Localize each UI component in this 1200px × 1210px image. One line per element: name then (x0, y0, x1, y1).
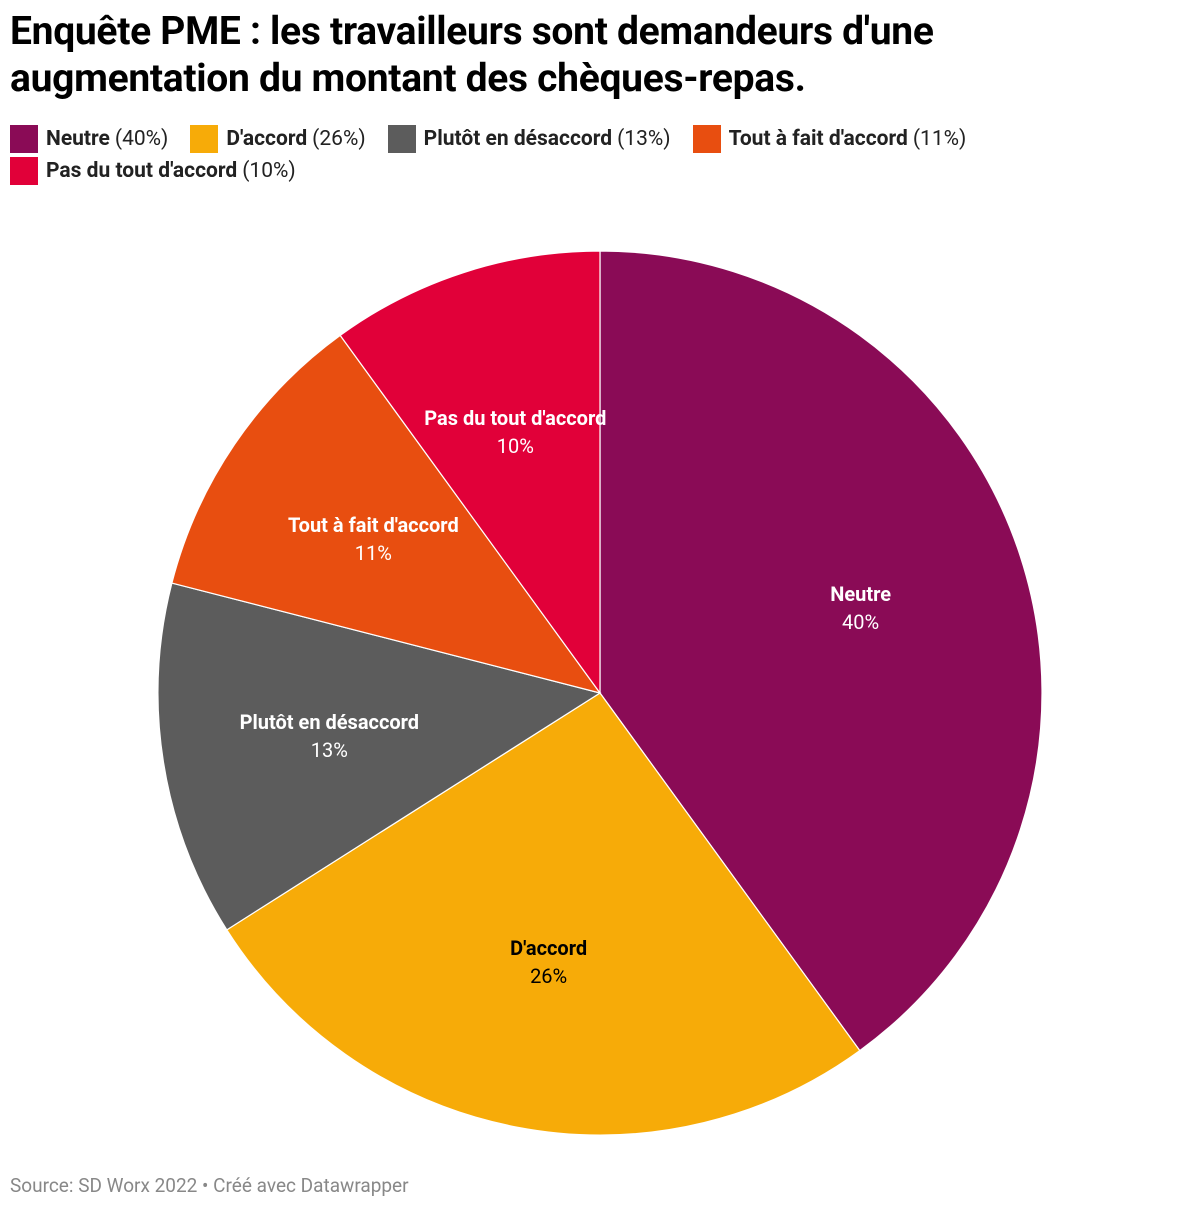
legend-label: Plutôt en désaccord (423, 127, 613, 151)
legend-item: Pas du tout d'accord (10%) (10, 157, 296, 185)
legend-value: (40%) (114, 127, 169, 151)
slice-label: Tout à fait d'accord 11% (288, 511, 459, 567)
pie-slice (157, 582, 602, 931)
legend: Neutre (40%) D'accord (26%) Plutôt en désacc… (10, 125, 1190, 185)
slice-category: D'accord (510, 936, 588, 961)
legend-value: (11%) (912, 127, 967, 151)
legend-label: Neutre (46, 127, 110, 151)
legend-swatch (387, 125, 416, 153)
legend-value: (26%) (312, 127, 366, 151)
slice-category: Plutôt en désaccord (239, 709, 420, 734)
slice-value: 26% (530, 964, 568, 989)
slice-category: Pas du tout d'accord (424, 406, 607, 431)
slice-label: Neutre 40% (830, 580, 891, 636)
source: Source: SD Worx 2022 • Créé avec Datawra… (10, 1174, 409, 1197)
slice-value: 13% (310, 737, 348, 762)
legend-value: (10%) (242, 159, 296, 183)
legend-label: Tout à fait d'accord (728, 127, 908, 151)
slice-value: 11% (354, 540, 392, 565)
slice-label: Plutôt en désaccord 13% (240, 708, 419, 764)
slice-category: Neutre (830, 582, 892, 607)
pie-slice (171, 334, 602, 694)
slice-label: D'accord 26% (510, 934, 587, 990)
pie-slice (339, 250, 601, 695)
slice-label: Pas du tout d'accord 10% (424, 404, 606, 460)
legend-item: Tout à fait d'accord (11%) (692, 125, 967, 153)
pie-slice (225, 692, 861, 1136)
legend-label: D'accord (226, 127, 308, 151)
slice-value: 40% (842, 610, 880, 635)
slice-category: Tout à fait d'accord (287, 512, 459, 537)
legend-item: Neutre (40%) (10, 125, 169, 153)
pie-slice (599, 250, 1043, 1052)
legend-label: Pas du tout d'accord (46, 159, 238, 183)
slice-value: 10% (496, 434, 534, 459)
chart-title: Enquête PME : les travailleurs sont dema… (10, 8, 934, 101)
legend-value: (13%) (617, 127, 671, 151)
legend-swatch (10, 125, 38, 153)
legend-swatch (10, 157, 38, 185)
legend-item: Plutôt en désaccord (13%) (387, 125, 671, 153)
legend-item: D'accord (26%) (190, 125, 366, 153)
legend-swatch (692, 125, 721, 153)
legend-swatch (190, 125, 219, 153)
